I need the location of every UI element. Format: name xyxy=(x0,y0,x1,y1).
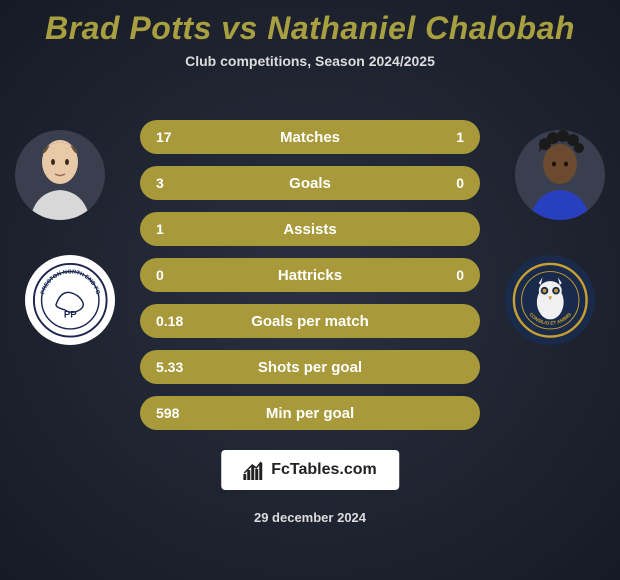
stat-left-value: 1 xyxy=(156,221,196,237)
stat-row: 0.18 Goals per match xyxy=(140,304,480,338)
stat-label: Hattricks xyxy=(196,267,424,284)
stat-label: Matches xyxy=(196,129,424,146)
stat-row: 17 Matches 1 xyxy=(140,120,480,154)
stat-right-value: 1 xyxy=(424,129,464,145)
stat-row: 0 Hattricks 0 xyxy=(140,258,480,292)
stat-label: Assists xyxy=(196,221,424,238)
stat-label: Goals per match xyxy=(196,313,424,330)
stat-row: 5.33 Shots per goal xyxy=(140,350,480,384)
stat-right-value: 0 xyxy=(424,267,464,283)
fctables-logo-icon xyxy=(243,460,263,480)
stat-right-value: 0 xyxy=(424,175,464,191)
stat-left-value: 0 xyxy=(156,267,196,283)
club-right-badge: CONSILIO ET ANIMIS xyxy=(505,255,595,345)
player-right-avatar xyxy=(515,130,605,220)
club-right-crest-icon: CONSILIO ET ANIMIS xyxy=(512,262,589,339)
date-text: 29 december 2024 xyxy=(0,510,620,525)
stat-left-value: 17 xyxy=(156,129,196,145)
stat-left-value: 598 xyxy=(156,405,196,421)
stat-left-value: 3 xyxy=(156,175,196,191)
svg-text:PP: PP xyxy=(64,309,77,320)
player-left-avatar xyxy=(15,130,105,220)
stat-left-value: 0.18 xyxy=(156,313,196,329)
page-title: Brad Potts vs Nathaniel Chalobah xyxy=(0,0,620,47)
fctables-text: FcTables.com xyxy=(271,461,377,479)
club-left-crest-icon: PP PRESTON NORTH END FC xyxy=(32,262,109,339)
stat-row: 3 Goals 0 xyxy=(140,166,480,200)
fctables-badge[interactable]: FcTables.com xyxy=(221,450,399,490)
player-left-silhouette-icon xyxy=(15,130,105,220)
subtitle: Club competitions, Season 2024/2025 xyxy=(0,53,620,69)
stat-left-value: 5.33 xyxy=(156,359,196,375)
stat-label: Goals xyxy=(196,175,424,192)
stat-row: 598 Min per goal xyxy=(140,396,480,430)
stat-label: Shots per goal xyxy=(196,359,424,376)
player-right-silhouette-icon xyxy=(515,130,605,220)
club-left-badge: PP PRESTON NORTH END FC xyxy=(25,255,115,345)
stat-label: Min per goal xyxy=(196,405,424,422)
stats-container: 17 Matches 1 3 Goals 0 1 Assists 0 Hattr… xyxy=(140,120,480,442)
stat-row: 1 Assists xyxy=(140,212,480,246)
